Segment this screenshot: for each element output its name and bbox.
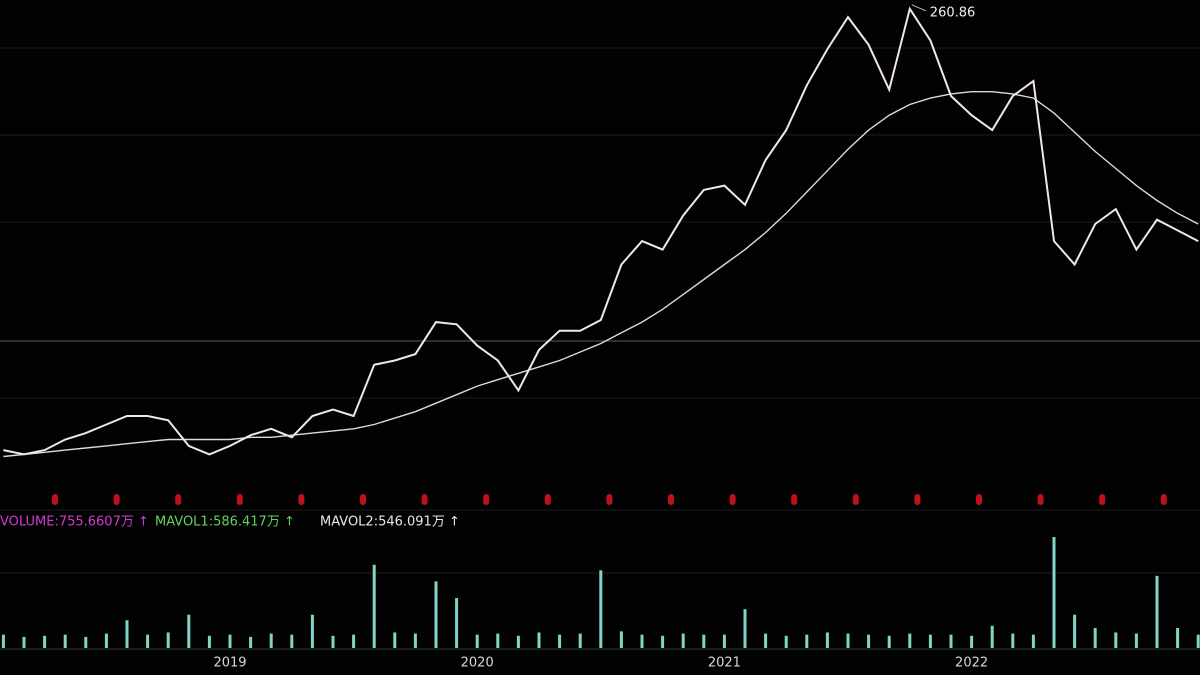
volume-bar — [784, 635, 788, 648]
marker — [421, 494, 428, 505]
volume-bar — [702, 634, 706, 648]
marker — [1099, 494, 1106, 505]
volume-bar — [352, 634, 356, 648]
volume-bar — [455, 598, 459, 648]
volume-bar — [640, 634, 644, 648]
volume-bar — [434, 581, 438, 648]
background-rules — [0, 47, 1200, 650]
volume-bar — [63, 634, 67, 648]
x-tick-label: 2019 — [213, 656, 246, 671]
volume-bar — [825, 632, 829, 648]
volume-bar — [805, 634, 809, 648]
volume-bar — [104, 633, 108, 648]
volume-bar — [1093, 628, 1097, 648]
volume-bar — [681, 633, 685, 648]
volume-bar — [970, 635, 974, 648]
indicator-label: MAVOL1:586.417万 ↑ — [155, 515, 295, 530]
volume-bar — [1031, 634, 1035, 648]
volume-bar — [1155, 575, 1159, 648]
indicator-label: MAVOL2:546.091万 ↑ — [320, 515, 460, 530]
volume-bar — [331, 635, 335, 648]
peak-label: 260.86 — [930, 5, 976, 20]
volume-bar — [166, 632, 170, 648]
marker — [668, 494, 674, 505]
x-tick-label: 2021 — [708, 656, 741, 671]
volume-bar — [722, 634, 726, 648]
volume-bar — [207, 635, 211, 648]
price-line — [3, 91, 1199, 458]
marker — [976, 494, 982, 505]
volume-bar — [764, 633, 768, 648]
marker — [483, 494, 490, 505]
volume-bar — [269, 633, 273, 648]
peak-pointer — [911, 4, 926, 12]
price-line — [3, 6, 1199, 456]
volume-bar — [1, 634, 5, 648]
volume-bar — [1114, 632, 1118, 648]
x-tick-label: 2022 — [955, 656, 988, 671]
volume-bar — [887, 635, 891, 648]
volume-bar — [475, 634, 479, 648]
volume-bar — [413, 633, 417, 648]
volume-bar — [43, 635, 47, 648]
volume-bar — [846, 633, 850, 648]
volume-bar — [496, 633, 500, 648]
volume-bar — [558, 634, 562, 648]
marker — [175, 494, 182, 505]
marker — [729, 494, 736, 505]
volume-bar — [1073, 614, 1077, 648]
volume-bar — [290, 634, 294, 648]
volume-bar — [310, 614, 314, 648]
volume-bar — [867, 634, 871, 648]
volume-bar — [908, 633, 912, 648]
volume-bar — [516, 635, 520, 648]
volume-bar — [1176, 628, 1180, 648]
marker — [298, 494, 305, 505]
volume-bar — [619, 631, 623, 648]
marker — [236, 494, 243, 505]
marker — [852, 494, 859, 505]
volume-bar — [1134, 633, 1138, 648]
volume-bar — [372, 564, 376, 648]
marker — [606, 494, 613, 505]
volume-bar — [125, 620, 129, 648]
marker — [1160, 494, 1167, 505]
marker — [113, 494, 120, 505]
volume-bar — [22, 636, 26, 648]
volume-bar — [146, 634, 150, 648]
marker — [791, 494, 798, 505]
indicator-label: VOLUME:755.6607万 ↑ — [0, 515, 149, 530]
volume-bar — [84, 636, 88, 648]
volume-bar — [187, 614, 191, 648]
volume-bar — [661, 635, 665, 648]
volume-bar — [393, 632, 397, 648]
volume-bar — [249, 636, 253, 648]
volume-bar — [928, 634, 932, 648]
x-tick-label: 2020 — [461, 656, 494, 671]
volume-bar — [1011, 633, 1015, 648]
volume-bar — [578, 633, 582, 648]
volume-bar — [599, 570, 603, 648]
marker — [1037, 494, 1044, 505]
marker — [914, 494, 921, 505]
volume-bar — [990, 625, 994, 648]
volume-bar — [949, 634, 953, 648]
marker — [360, 494, 366, 505]
marker — [544, 494, 551, 505]
volume-bar — [1196, 634, 1200, 648]
volume-bar — [743, 609, 747, 648]
marker — [52, 494, 58, 505]
volume-bar — [1052, 537, 1056, 648]
volume-bar — [228, 634, 232, 648]
volume-bar — [537, 632, 541, 648]
